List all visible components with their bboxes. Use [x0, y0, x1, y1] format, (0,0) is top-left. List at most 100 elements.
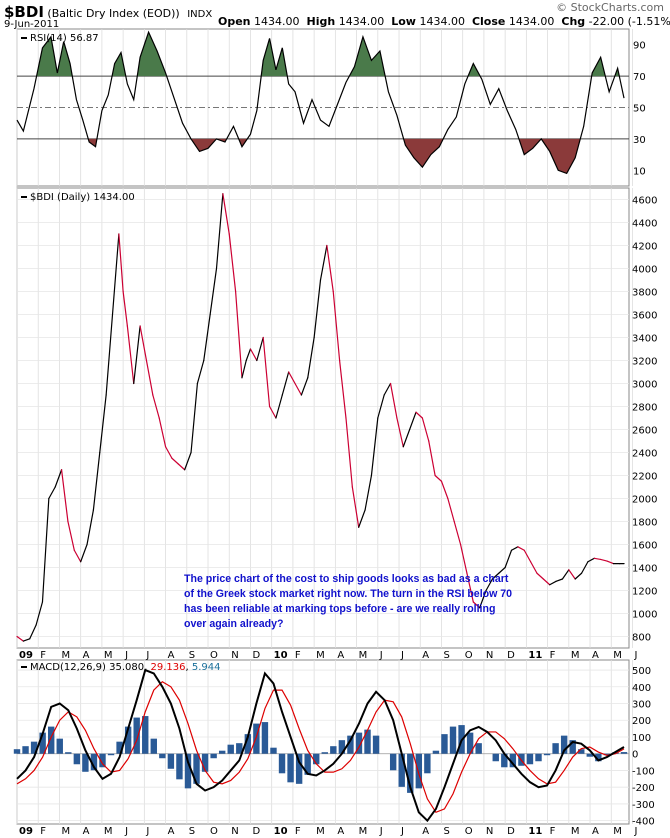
x-tick-macd-16: M	[359, 826, 368, 837]
price-seg-10	[73, 549, 82, 563]
price-seg-73	[466, 572, 474, 603]
macd-y-tick--100: -100	[632, 766, 655, 777]
ohlc-bar: Open 1434.00 High 1434.00 Low 1434.00 Cl…	[218, 15, 670, 28]
price-seg-95	[606, 560, 614, 565]
macd-hist-bar-16	[150, 738, 157, 754]
x-tick-macd-12: 10	[274, 826, 288, 837]
low-label: Low	[391, 15, 416, 28]
x-tick-price-3: A	[83, 650, 90, 661]
price-seg-44	[281, 371, 290, 396]
price-seg-20	[133, 325, 141, 385]
price-y-tick-2000: 2000	[632, 495, 657, 506]
price-seg-59	[377, 394, 385, 419]
macd-hist-bar-17	[159, 753, 166, 759]
rsi-line	[16, 30, 625, 175]
x-tick-price-22: N	[486, 650, 493, 661]
high-value: 1434.00	[338, 15, 385, 28]
macd-hist-bar-71	[620, 752, 628, 754]
price-seg-69	[440, 480, 449, 500]
price-seg-67	[428, 440, 436, 477]
price-seg-63	[402, 428, 411, 448]
macd-hist-bar-6	[65, 752, 72, 754]
price-y-tick-3400: 3400	[632, 334, 657, 345]
macd-hist-bar-49	[432, 750, 440, 754]
macd-hist-bar-37	[330, 746, 337, 754]
rsi-y-tick-50: 50	[633, 104, 646, 115]
rsi-overbought-fill-5	[468, 63, 481, 77]
price-seg-71	[453, 520, 462, 546]
chart-title: $BDI (Baltic Dry Index (EOD)) INDX	[4, 3, 212, 21]
price-y-tick-1000: 1000	[632, 610, 657, 621]
price-seg-54	[345, 417, 353, 488]
price-seg-60	[383, 382, 392, 396]
price-seg-16	[111, 233, 120, 316]
x-tick-macd-18: J	[400, 826, 404, 837]
price-seg-28	[184, 451, 192, 471]
price-y-tick-800: 800	[632, 633, 651, 644]
macd-hist-bar-57	[501, 753, 508, 768]
price-seg-41	[262, 336, 271, 408]
macd-hist-bar-62	[543, 753, 551, 756]
chart-date: 9-Jun-2011	[4, 19, 60, 30]
price-seg-19	[126, 325, 135, 385]
macd-hist-bar-13	[124, 726, 132, 754]
x-tick-price-14: M	[316, 650, 325, 661]
macd-hist-bar-41	[364, 729, 371, 754]
macd-hist-bar-30	[270, 747, 277, 754]
x-tick-macd-15: A	[337, 826, 344, 837]
macd-y-tick-500: 500	[632, 666, 651, 677]
price-seg-4	[35, 601, 44, 626]
x-tick-macd-14: M	[316, 826, 325, 837]
macd-hist-bar-65	[569, 740, 576, 754]
x-tick-price-13: F	[295, 650, 301, 661]
macd-hist-bar-7	[73, 753, 81, 765]
x-tick-price-15: A	[337, 650, 344, 661]
price-seg-11	[80, 543, 88, 563]
rsi-oversold-fill-6	[541, 138, 581, 174]
macd-hist-bar-47	[415, 753, 423, 789]
macd-hist-bar-24	[218, 750, 226, 754]
macd-hist-bar-58	[509, 753, 517, 768]
macd-hist-bar-51	[449, 726, 457, 754]
x-tick-price-9: O	[210, 650, 218, 661]
x-tick-macd-19: A	[422, 826, 429, 837]
macd-hist-bar-9	[90, 753, 98, 771]
low-value: 1434.00	[419, 15, 465, 28]
macd-y-tick-400: 400	[632, 683, 651, 694]
macd-hist-bar-27	[244, 734, 252, 754]
high-label: High	[306, 15, 336, 28]
x-tick-macd-23: D	[507, 826, 515, 837]
price-seg-80	[510, 546, 519, 551]
rsi-oversold-fill-4	[403, 138, 444, 168]
price-seg-57	[364, 474, 373, 511]
macd-hist-bar-45	[398, 753, 405, 787]
price-seg-62	[396, 417, 404, 448]
macd-hist-bar-33	[295, 753, 303, 784]
rsi-oversold-fill-3	[238, 138, 248, 147]
price-seg-81	[517, 546, 525, 551]
macd-hist-bar-63	[552, 743, 559, 754]
macd-hist-bar-12	[116, 741, 123, 754]
macd-hist-bar-36	[321, 752, 328, 754]
x-tick-macd-8: S	[189, 826, 195, 837]
macd-hist-bar-15	[142, 716, 149, 754]
price-y-tick-3200: 3200	[632, 357, 657, 368]
open-value: 1434.00	[254, 15, 300, 28]
macd-hist-bar-11	[107, 753, 115, 756]
x-tick-price-1: F	[40, 650, 46, 661]
x-tick-macd-0: 09	[19, 826, 33, 837]
x-tick-price-24: 11	[528, 650, 542, 661]
price-seg-39	[249, 348, 258, 362]
price-y-tick-2200: 2200	[632, 472, 657, 483]
price-seg-72	[459, 543, 468, 574]
price-seg-8	[60, 469, 69, 523]
price-seg-64	[409, 411, 417, 431]
macd-hist-bar-23	[210, 753, 217, 759]
macd-signal-line	[16, 681, 625, 814]
macd-hist-bar-68	[595, 753, 602, 762]
price-seg-68	[434, 474, 443, 482]
chg-value: -22.00 (-1.51%)	[588, 15, 670, 28]
macd-hist-bar-10	[99, 753, 106, 768]
rsi-y-tick-10: 10	[633, 166, 646, 177]
macd-hist-bar-2	[30, 741, 38, 754]
